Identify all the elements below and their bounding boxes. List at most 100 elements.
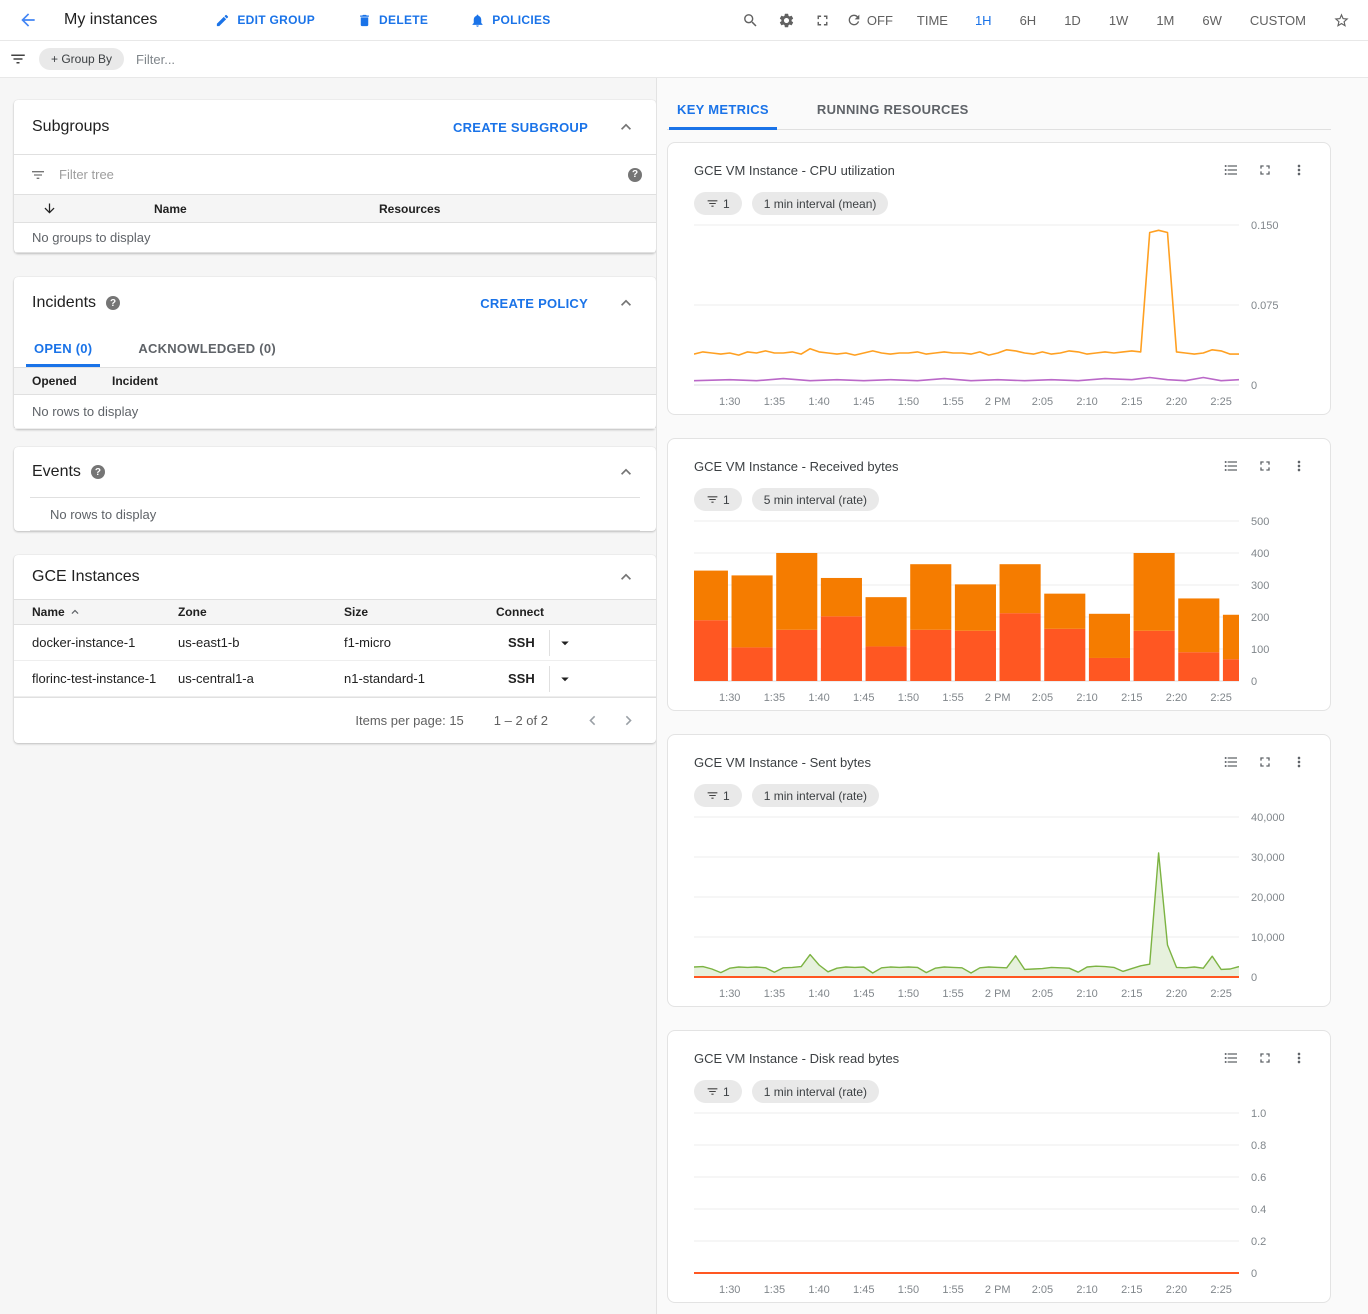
create-subgroup-button[interactable]: CREATE SUBGROUP bbox=[453, 119, 588, 135]
svg-text:2:15: 2:15 bbox=[1121, 988, 1142, 1000]
policies-button[interactable]: POLICIES bbox=[470, 13, 550, 28]
expand-chart-button[interactable] bbox=[1252, 157, 1278, 183]
delete-button[interactable]: DELETE bbox=[357, 13, 428, 28]
disk-read-bytes-chart[interactable]: 1.0 0.8 0.6 0.4 0.2 0 1:30 1:35 1:40 1:45 1:50 1:55… bbox=[694, 1105, 1312, 1310]
ssh-options-button[interactable] bbox=[550, 670, 580, 688]
search-button[interactable] bbox=[738, 7, 764, 33]
events-card: Events ? No rows to display bbox=[14, 447, 656, 531]
expand-chart-button[interactable] bbox=[1252, 453, 1278, 479]
events-collapse-button[interactable] bbox=[614, 460, 638, 484]
page-title: My instances bbox=[64, 11, 158, 28]
range-custom[interactable]: CUSTOM bbox=[1249, 12, 1306, 28]
incidents-collapse-button[interactable] bbox=[614, 291, 638, 315]
search-icon bbox=[744, 13, 757, 27]
tab-key-metrics[interactable]: KEY METRICS bbox=[669, 100, 777, 130]
svg-text:2 PM: 2 PM bbox=[985, 1284, 1011, 1296]
svg-text:1:45: 1:45 bbox=[853, 1284, 874, 1296]
back-button[interactable] bbox=[14, 6, 42, 34]
funnel-icon bbox=[11, 54, 25, 64]
edit-group-button[interactable]: EDIT GROUP bbox=[215, 13, 315, 28]
sort-asc-icon bbox=[71, 609, 79, 614]
interval-chip[interactable]: 1 min interval (rate) bbox=[751, 784, 880, 807]
filter-tree-input[interactable] bbox=[59, 167, 618, 182]
svg-text:1:35: 1:35 bbox=[764, 1284, 785, 1296]
instance-size: f1-micro bbox=[344, 635, 391, 650]
svg-text:0.4: 0.4 bbox=[1251, 1204, 1266, 1216]
interval-chip[interactable]: 1 min interval (rate) bbox=[751, 1080, 880, 1103]
gce-col-name-sort[interactable]: Name bbox=[14, 605, 178, 619]
instance-name: docker-instance-1 bbox=[32, 635, 136, 650]
create-policy-button[interactable]: CREATE POLICY bbox=[480, 295, 588, 311]
legend-button[interactable] bbox=[1218, 749, 1244, 775]
expand-chart-button[interactable] bbox=[1252, 1045, 1278, 1071]
svg-text:2:20: 2:20 bbox=[1166, 988, 1187, 1000]
trash-icon bbox=[360, 14, 369, 26]
caret-down-icon bbox=[560, 641, 569, 645]
group-by-chip[interactable]: + Group By bbox=[39, 48, 125, 70]
filter-funnel-button[interactable] bbox=[5, 46, 31, 72]
legend-button[interactable] bbox=[1218, 1045, 1244, 1071]
tab-incidents-open[interactable]: OPEN (0) bbox=[25, 341, 101, 367]
filter-input[interactable] bbox=[136, 51, 1358, 67]
fullscreen-icon bbox=[1260, 165, 1270, 175]
chart-menu-button[interactable] bbox=[1286, 1045, 1312, 1071]
range-1d[interactable]: 1D bbox=[1064, 12, 1081, 28]
chart-menu-button[interactable] bbox=[1286, 453, 1312, 479]
svg-text:500: 500 bbox=[1251, 516, 1269, 528]
range-6w[interactable]: 6W bbox=[1202, 12, 1222, 28]
range-1m[interactable]: 1M bbox=[1156, 12, 1175, 28]
ssh-button[interactable]: SSH bbox=[508, 671, 535, 686]
tab-running-resources[interactable]: RUNNING RESOURCES bbox=[816, 102, 969, 117]
svg-text:0.2: 0.2 bbox=[1251, 1236, 1266, 1248]
policies-label: POLICIES bbox=[492, 13, 551, 27]
legend-button[interactable] bbox=[1218, 157, 1244, 183]
filter-count-chip[interactable]: 1 bbox=[694, 784, 742, 807]
chart-menu-button[interactable] bbox=[1286, 749, 1312, 775]
funnel-icon bbox=[707, 1088, 718, 1095]
tab-incidents-acknowledged[interactable]: ACKNOWLEDGED (0) bbox=[138, 341, 276, 356]
ssh-options-button[interactable] bbox=[550, 634, 580, 652]
svg-text:300: 300 bbox=[1251, 580, 1269, 592]
subgroups-help-icon[interactable]: ? bbox=[628, 167, 642, 182]
filter-count-chip[interactable]: 1 bbox=[694, 192, 742, 215]
settings-button[interactable] bbox=[774, 7, 800, 33]
chart-title: GCE VM Instance - CPU utilization bbox=[694, 162, 895, 178]
cpu-utilization-chart[interactable]: 0.150 0.075 0 1:30 1:35 1:40 1:45 1:50 1:55 2 PM 2… bbox=[694, 217, 1312, 422]
auto-refresh-button[interactable]: OFF bbox=[846, 12, 893, 28]
interval-chip[interactable]: 1 min interval (mean) bbox=[751, 192, 889, 215]
next-page-button[interactable] bbox=[610, 703, 646, 739]
kebab-menu-icon bbox=[1297, 756, 1301, 768]
received-bytes-chart[interactable]: 500 400 300 200 100 0 1:30 1:35 1:40 1:45 1:50 1:55… bbox=[694, 513, 1312, 718]
favorite-button[interactable] bbox=[1328, 7, 1354, 33]
chart-title: GCE VM Instance - Disk read bytes bbox=[694, 1050, 900, 1066]
filter-count-chip[interactable]: 1 bbox=[694, 488, 742, 511]
gear-icon bbox=[780, 13, 794, 27]
expand-chart-button[interactable] bbox=[1252, 749, 1278, 775]
svg-text:1:35: 1:35 bbox=[764, 988, 785, 1000]
kebab-menu-icon bbox=[1297, 460, 1301, 472]
events-help-icon[interactable]: ? bbox=[90, 465, 105, 479]
sent-bytes-chart[interactable]: 40,000 30,000 20,000 10,000 0 1:30 1:35 1:40 1:4… bbox=[694, 809, 1312, 1014]
gce-collapse-button[interactable] bbox=[614, 565, 638, 589]
ssh-button[interactable]: SSH bbox=[508, 635, 535, 650]
range-1h[interactable]: 1H bbox=[974, 12, 992, 28]
subgroups-collapse-button[interactable] bbox=[614, 115, 638, 139]
chart-menu-button[interactable] bbox=[1286, 157, 1312, 183]
svg-text:2:20: 2:20 bbox=[1166, 1284, 1187, 1296]
arrow-down-icon bbox=[44, 203, 55, 214]
fullscreen-button[interactable] bbox=[810, 7, 836, 33]
svg-text:2:05: 2:05 bbox=[1032, 396, 1053, 408]
legend-button[interactable] bbox=[1218, 453, 1244, 479]
filter-count-chip[interactable]: 1 bbox=[694, 1080, 742, 1103]
svg-text:30,000: 30,000 bbox=[1251, 852, 1285, 864]
sort-column-button[interactable] bbox=[14, 201, 154, 216]
previous-page-button[interactable] bbox=[574, 703, 610, 739]
svg-text:1:30: 1:30 bbox=[719, 396, 740, 408]
range-6h[interactable]: 6H bbox=[1019, 12, 1037, 28]
items-per-page-value[interactable]: 15 bbox=[449, 713, 464, 728]
range-1w[interactable]: 1W bbox=[1108, 12, 1129, 28]
fullscreen-icon bbox=[817, 15, 828, 25]
interval-chip[interactable]: 5 min interval (rate) bbox=[751, 488, 880, 511]
incidents-help-icon[interactable]: ? bbox=[106, 296, 121, 310]
subgroups-col-resources: Resources bbox=[379, 201, 441, 216]
